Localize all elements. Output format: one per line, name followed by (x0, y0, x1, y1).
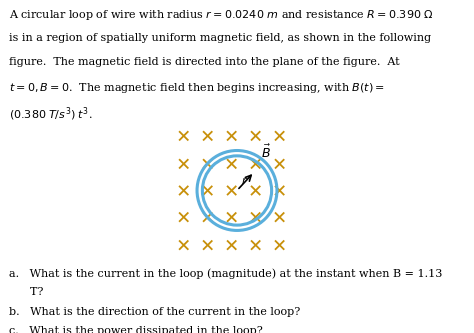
Text: T?: T? (9, 287, 43, 297)
Text: $r$: $r$ (241, 175, 248, 186)
Text: $t = 0, B = 0$.  The magnetic field then begins increasing, with $B(t) =$: $t = 0, B = 0$. The magnetic field then … (9, 81, 384, 95)
Text: A circular loop of wire with radius $r = 0.0240$ $m$ and resistance $R = 0.390$ : A circular loop of wire with radius $r =… (9, 8, 433, 22)
Text: $( 0.380\;T/s^3 )\; t^3$.: $( 0.380\;T/s^3 )\; t^3$. (9, 106, 92, 123)
Text: a.   What is the current in the loop (magnitude) at the instant when B = 1.13: a. What is the current in the loop (magn… (9, 268, 442, 279)
Text: is in a region of spatially uniform magnetic field, as shown in the following: is in a region of spatially uniform magn… (9, 33, 431, 43)
Text: figure.  The magnetic field is directed into the plane of the figure.  At: figure. The magnetic field is directed i… (9, 57, 399, 67)
Text: c.   What is the power dissipated in the loop?: c. What is the power dissipated in the l… (9, 326, 262, 333)
Text: $\vec{B}$: $\vec{B}$ (261, 144, 271, 161)
Text: b.   What is the direction of the current in the loop?: b. What is the direction of the current … (9, 307, 300, 317)
